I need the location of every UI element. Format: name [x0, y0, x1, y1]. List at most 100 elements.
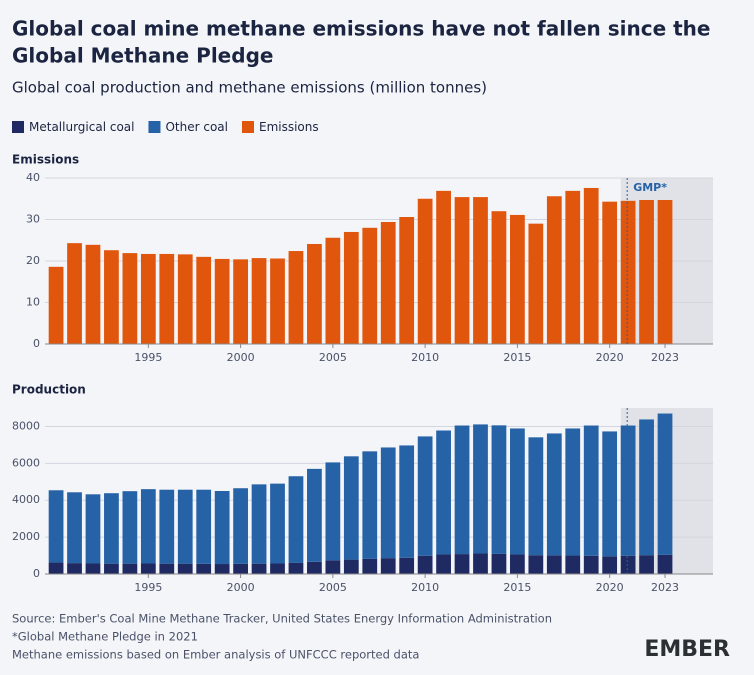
- bar-segment: [159, 563, 175, 574]
- bar: [417, 198, 433, 344]
- x-tick-label: 2023: [651, 351, 679, 364]
- bar-segment: [122, 491, 138, 564]
- legend-swatch: [12, 121, 24, 133]
- bar-segment: [140, 563, 156, 574]
- bar-segment: [510, 428, 525, 555]
- logo: EMBER: [644, 637, 730, 662]
- bar: [325, 237, 341, 344]
- x-tick-label: 2010: [411, 581, 439, 594]
- bar-segment: [251, 563, 267, 574]
- bar-segment: [104, 493, 119, 564]
- bar-segment: [602, 431, 618, 557]
- y-tick-label: 30: [26, 213, 40, 226]
- bar-segment: [546, 555, 562, 574]
- bar-segment: [528, 437, 544, 556]
- bar-segment: [399, 557, 415, 574]
- bar-segment: [657, 413, 673, 555]
- legend-label: Other coal: [165, 120, 228, 134]
- source-line: Methane emissions based on Ember analysi…: [12, 648, 419, 662]
- bar: [399, 217, 415, 344]
- bar: [307, 243, 322, 344]
- x-tick-label: 2015: [503, 581, 531, 594]
- bar-segment: [140, 489, 156, 564]
- bar-segment: [583, 555, 599, 574]
- y-tick-label: 0: [33, 567, 40, 580]
- bar-segment: [196, 563, 212, 574]
- bar: [436, 190, 451, 344]
- x-tick-label: 2005: [319, 351, 347, 364]
- x-tick-label: 2005: [319, 581, 347, 594]
- bar: [362, 227, 378, 344]
- bar-segment: [436, 554, 451, 574]
- bar-segment: [85, 494, 101, 564]
- bar-segment: [362, 558, 378, 574]
- bar: [196, 256, 212, 344]
- y-tick-label: 8000: [12, 419, 40, 432]
- pledge-label: GMP*: [633, 181, 667, 194]
- panel-title: Production: [12, 383, 86, 397]
- bar-segment: [620, 555, 636, 574]
- bar: [233, 259, 248, 344]
- bar: [177, 254, 193, 344]
- bar-segment: [251, 484, 267, 564]
- bar-segment: [122, 563, 138, 574]
- bar-segment: [454, 425, 470, 555]
- bar-segment: [491, 425, 507, 554]
- legend-swatch: [241, 121, 254, 133]
- bar: [639, 199, 654, 344]
- bar: [159, 253, 175, 344]
- bar: [602, 201, 618, 344]
- bar-segment: [362, 451, 378, 559]
- bar-segment: [546, 433, 562, 556]
- bar: [270, 258, 285, 344]
- bar-segment: [67, 492, 82, 564]
- bar-segment: [473, 424, 488, 554]
- y-tick-label: 40: [26, 171, 40, 184]
- subtitle: Global coal production and methane emiss…: [12, 79, 487, 97]
- bar: [288, 251, 304, 344]
- bar: [122, 253, 138, 344]
- bar: [67, 243, 82, 344]
- bar: [620, 200, 636, 344]
- source-line: Source: Ember's Coal Mine Methane Tracke…: [12, 612, 552, 626]
- x-tick-label: 2023: [651, 581, 679, 594]
- bar-segment: [343, 456, 359, 560]
- bar: [454, 197, 470, 344]
- bar-segment: [233, 563, 248, 574]
- bar: [657, 199, 673, 344]
- bar-segment: [657, 554, 673, 574]
- legend-label: Emissions: [259, 120, 319, 134]
- x-tick-label: 2000: [227, 581, 255, 594]
- bar: [85, 244, 101, 344]
- x-tick-label: 2010: [411, 351, 439, 364]
- bar-segment: [177, 563, 193, 574]
- bar-segment: [307, 561, 322, 574]
- title-line: Global coal mine methane emissions have …: [12, 17, 710, 41]
- title-line: Global Methane Pledge: [12, 44, 273, 68]
- bar-segment: [48, 490, 64, 563]
- bar-segment: [214, 491, 230, 565]
- bar-segment: [602, 556, 618, 574]
- bar-segment: [270, 563, 285, 574]
- bar-segment: [104, 563, 119, 574]
- bar: [565, 190, 581, 344]
- panel-title: Emissions: [12, 153, 79, 167]
- bar-segment: [528, 555, 544, 574]
- bar-segment: [177, 489, 193, 564]
- legend-swatch: [148, 121, 161, 133]
- bar-segment: [288, 562, 304, 574]
- bar-segment: [233, 488, 248, 564]
- bar: [546, 196, 562, 344]
- bar-segment: [325, 560, 341, 574]
- bar: [491, 211, 507, 344]
- bar-segment: [270, 483, 285, 564]
- bar: [48, 266, 64, 344]
- source-line: *Global Methane Pledge in 2021: [12, 630, 198, 644]
- bar-segment: [343, 559, 359, 574]
- bar-segment: [565, 555, 581, 574]
- bar-segment: [380, 558, 396, 574]
- bar: [473, 197, 488, 344]
- bar: [140, 253, 156, 344]
- bar: [583, 187, 599, 344]
